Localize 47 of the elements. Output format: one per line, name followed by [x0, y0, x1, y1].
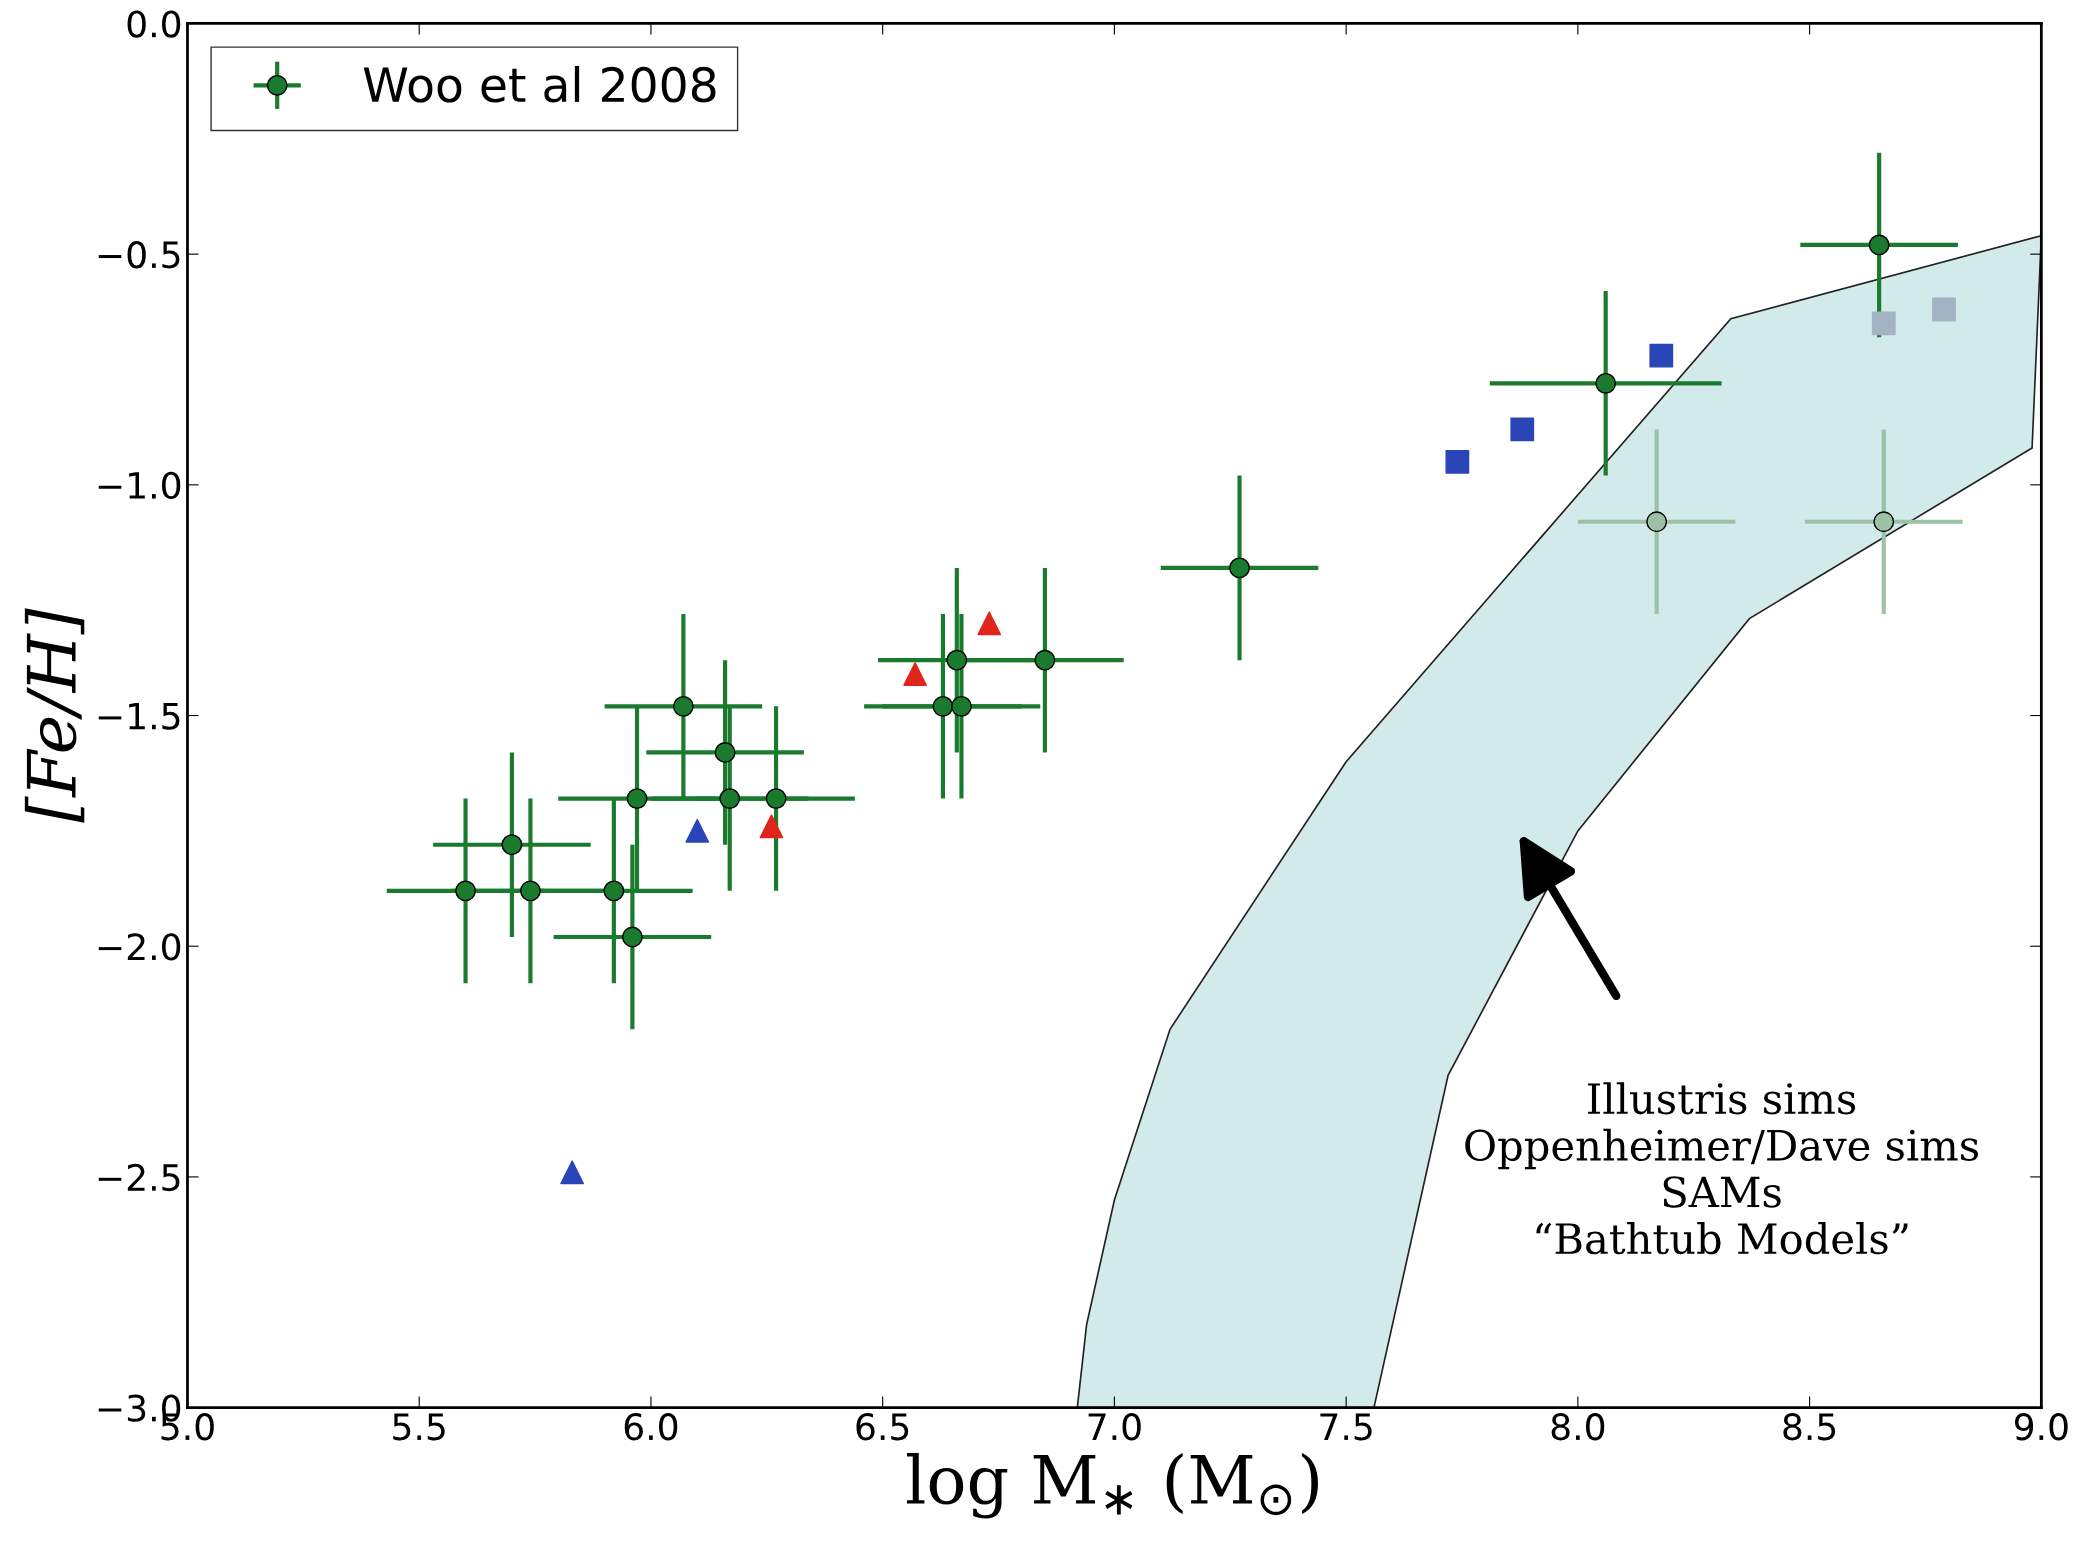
- x-axis-title: log M$_{∗}$ (M$_{⊙}$): [906, 1452, 1318, 1519]
- point: [977, 611, 1002, 636]
- point: [765, 788, 787, 809]
- point: [1868, 234, 1890, 256]
- x-tick-label: 8.5: [1783, 1413, 1836, 1441]
- point: [1510, 417, 1535, 442]
- y-tick-label: −2.5: [98, 1163, 180, 1192]
- x-tick-label: 9.0: [2014, 1413, 2068, 1441]
- y-tick-label: −1.0: [98, 471, 181, 500]
- point: [1646, 511, 1668, 533]
- point: [621, 926, 643, 948]
- point: [1595, 372, 1617, 394]
- y-tick-label: −2.0: [98, 933, 181, 961]
- point: [1445, 449, 1470, 474]
- point: [903, 662, 928, 686]
- point: [672, 695, 694, 717]
- y-tick-label: −1.5: [98, 702, 180, 730]
- point: [685, 818, 710, 843]
- x-tick-label: 6.5: [856, 1413, 909, 1441]
- point: [1932, 297, 1956, 322]
- y-tick-label: 0.0: [127, 10, 181, 38]
- point: [1873, 511, 1895, 533]
- point: [626, 788, 648, 809]
- y-tick-label: −0.5: [98, 241, 180, 269]
- point: [501, 834, 523, 856]
- point: [560, 1160, 585, 1185]
- legend-label: Woo et al 2008: [363, 65, 716, 103]
- annotation: Illustris sims Oppenheimer/Dave sims SAMs “Bathtub Models”: [1465, 1082, 1979, 1255]
- point: [1649, 343, 1674, 368]
- point: [520, 880, 541, 902]
- x-tick-label: 8.0: [1551, 1413, 1605, 1441]
- y-axis-title: [Fe/H]: [24, 608, 85, 823]
- point: [1034, 649, 1056, 671]
- point: [759, 814, 784, 839]
- point: [946, 649, 968, 671]
- x-tick-label: 7.5: [1320, 1413, 1372, 1441]
- x-tick-label: 6.0: [624, 1413, 678, 1441]
- point: [1229, 557, 1250, 579]
- x-tick-label: 5.5: [393, 1413, 445, 1441]
- point: [1871, 311, 1896, 336]
- point: [455, 880, 476, 902]
- x-tick-label: 7.0: [1088, 1413, 1141, 1441]
- point: [603, 880, 625, 902]
- point: [719, 788, 741, 809]
- point: [714, 742, 736, 763]
- point: [932, 695, 954, 717]
- point: [951, 695, 972, 717]
